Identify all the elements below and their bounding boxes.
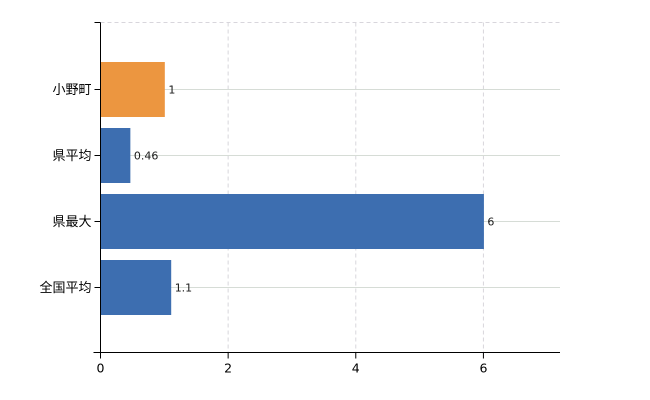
bar [101,62,165,117]
x-tick-label: 2 [224,361,232,376]
bar [101,128,131,183]
bar [101,260,172,315]
category-label: 県最大 [52,215,91,230]
bar-value-label: 1 [168,84,175,97]
category-label: 小野町 [52,83,91,98]
bar-value-label: 1.1 [175,282,193,295]
category-label: 県平均 [52,149,91,164]
x-tick-label: 0 [97,361,105,376]
category-label: 全国平均 [39,280,91,296]
x-tick-label: 4 [352,361,360,376]
x-tick-label: 6 [479,361,487,376]
bar [101,194,484,249]
bar-value-label: 6 [487,216,494,229]
bar-value-label: 0.46 [134,150,159,163]
